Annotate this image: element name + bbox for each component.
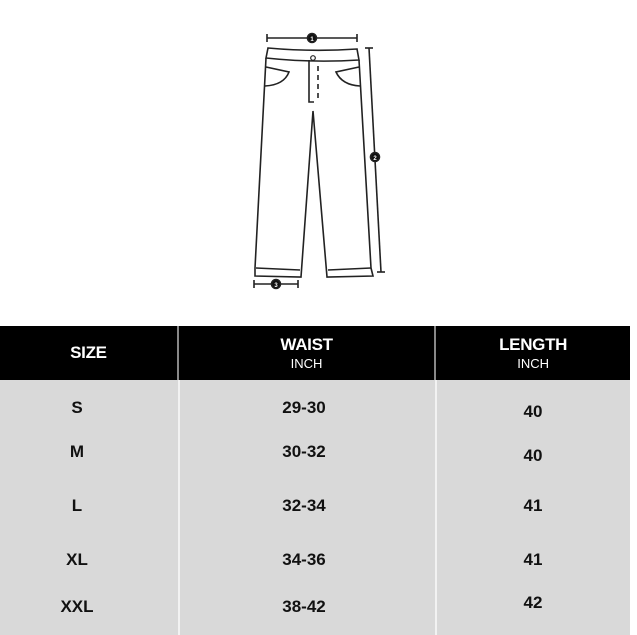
header-length: LENGTH INCH	[436, 326, 630, 380]
cell-size: XL	[66, 550, 88, 569]
svg-text:1: 1	[310, 37, 314, 43]
table-header: SIZE WAIST INCH LENGTH INCH	[0, 326, 630, 380]
column-divider	[178, 380, 180, 635]
cell-size: XXL	[60, 597, 94, 616]
header-title: SIZE	[70, 343, 107, 362]
cell-length: 41	[523, 496, 543, 515]
pants-illustration: 1 2 3	[253, 32, 385, 290]
column-divider	[435, 380, 437, 635]
cell-waist: 38-42	[282, 597, 326, 616]
cell-waist: 34-36	[282, 550, 326, 569]
cell-length: 41	[523, 550, 543, 569]
cell-length: 40	[523, 446, 543, 465]
header-title: WAIST	[280, 335, 333, 354]
cell-length: 40	[523, 402, 543, 421]
header-unit: INCH	[517, 356, 550, 371]
cell-size: S	[71, 398, 83, 417]
waist-measure-arrow: 1	[266, 32, 358, 44]
length-measure-arrow: 2	[365, 47, 385, 273]
cell-waist: 32-34	[282, 496, 326, 515]
cell-waist: 29-30	[282, 398, 326, 417]
header-title: LENGTH	[499, 335, 568, 354]
size-table: SIZE WAIST INCH LENGTH INCH S 29-30 40 M 30-…	[0, 326, 630, 635]
cell-size: M	[69, 442, 85, 461]
pants-outline	[254, 47, 375, 278]
cell-waist: 30-32	[282, 442, 326, 461]
cell-length: 42	[523, 593, 543, 612]
cell-size: L	[71, 496, 83, 515]
table-body: S 29-30 40 M 30-32 40 L 32-34 41 XL 34-36 41 XXL 38-4…	[0, 380, 630, 635]
header-size: SIZE	[0, 326, 179, 380]
svg-text:2: 2	[373, 156, 377, 162]
header-waist: WAIST INCH	[179, 326, 437, 380]
header-unit: INCH	[290, 356, 323, 371]
hem-measure-arrow: 3	[253, 278, 299, 290]
svg-text:3: 3	[274, 283, 278, 289]
